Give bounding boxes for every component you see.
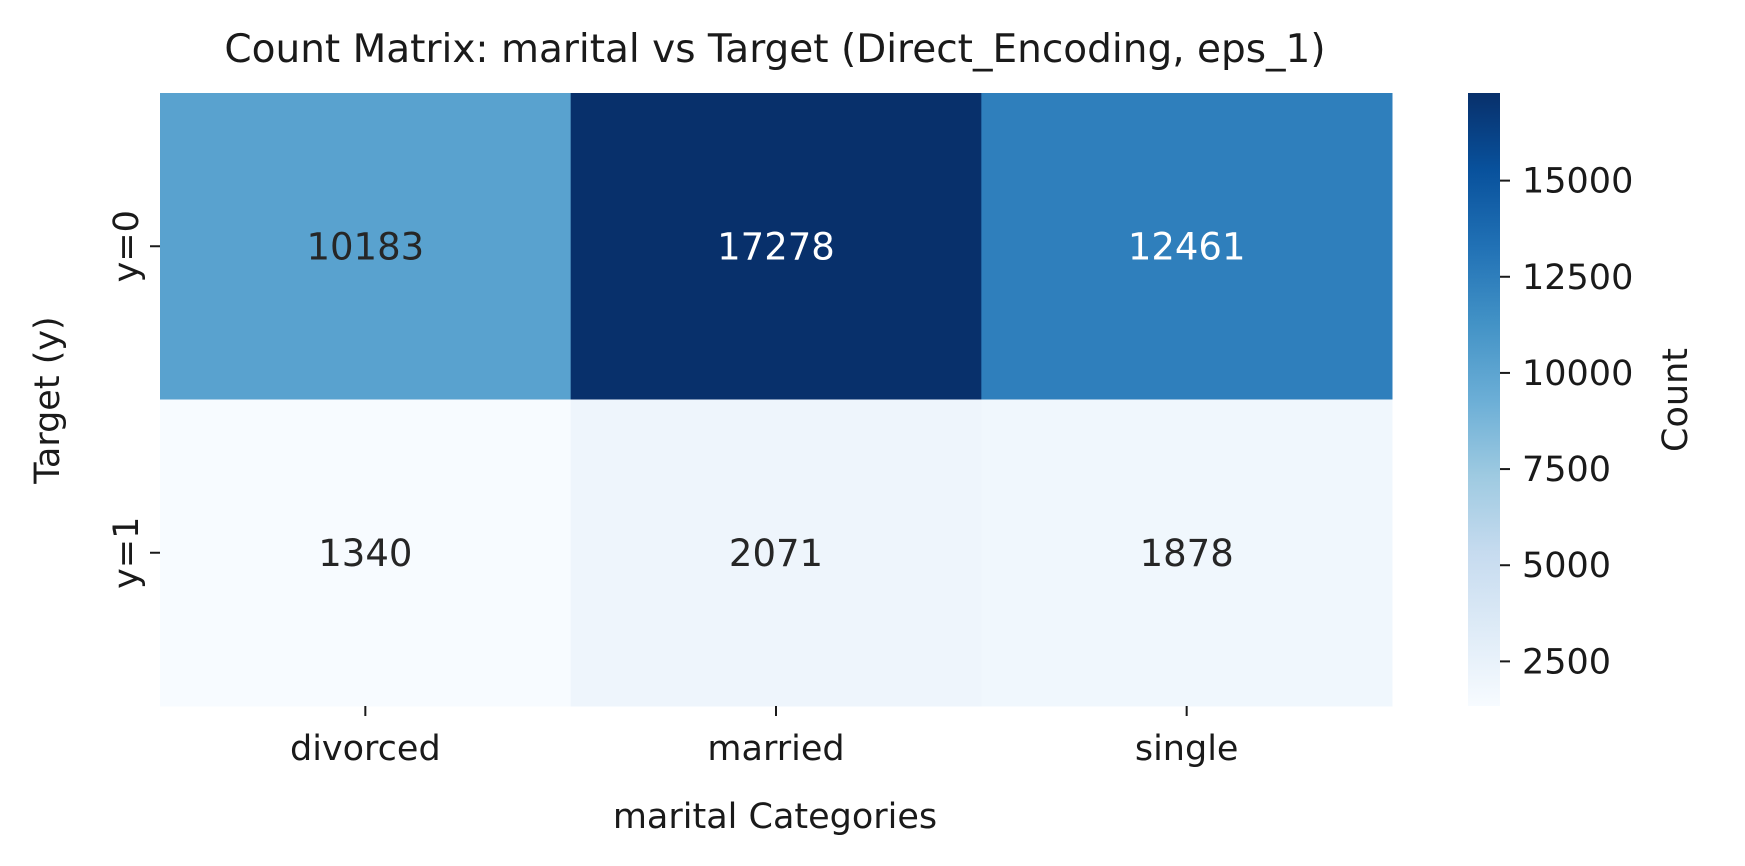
cell-annotations: 10183 17278 12461 1340 2071 1878: [306, 225, 1245, 575]
colorbar-label: Count: [1656, 348, 1696, 452]
heatmap-cell: [570, 399, 982, 707]
y-tick-label: y=0: [107, 210, 147, 282]
cell-value-label: 1340: [318, 532, 412, 575]
chart-title: Count Matrix: marital vs Target (Direct_…: [224, 27, 1325, 72]
colorbar-ticks: 2500 5000 7500 10000 12500 15000: [1500, 162, 1633, 682]
y-axis-label: Target (y): [28, 316, 68, 484]
x-axis-label: marital Categories: [613, 797, 937, 837]
cell-value-label: 17278: [717, 225, 835, 268]
colorbar: [1468, 93, 1500, 706]
cell-value-label: 12461: [1128, 225, 1246, 268]
heatmap-cell: [160, 399, 572, 707]
y-tick-label: y=1: [107, 517, 147, 589]
y-axis: y=0 y=1: [107, 210, 160, 589]
heatmap-cell: [981, 93, 1393, 400]
colorbar-tick-label: 7500: [1522, 450, 1611, 490]
colorbar-tick-label: 2500: [1522, 642, 1611, 682]
heatmap-cell: [981, 399, 1393, 707]
heatmap-cell: [570, 93, 982, 400]
x-tick-label: divorced: [290, 729, 441, 769]
colorbar-tick-label: 10000: [1522, 354, 1633, 394]
cell-value-label: 2071: [729, 532, 823, 575]
x-tick-label: married: [707, 729, 844, 769]
colorbar-tick-label: 12500: [1522, 258, 1633, 298]
heatmap-cells: [160, 93, 1393, 707]
cell-value-label: 10183: [306, 225, 424, 268]
x-tick-label: single: [1135, 729, 1239, 769]
colorbar-tick-label: 5000: [1522, 546, 1611, 586]
cell-value-label: 1878: [1140, 532, 1234, 575]
colorbar-tick-label: 15000: [1522, 162, 1633, 202]
x-axis: divorced married single: [290, 706, 1238, 769]
heatmap-cell: [160, 93, 572, 400]
